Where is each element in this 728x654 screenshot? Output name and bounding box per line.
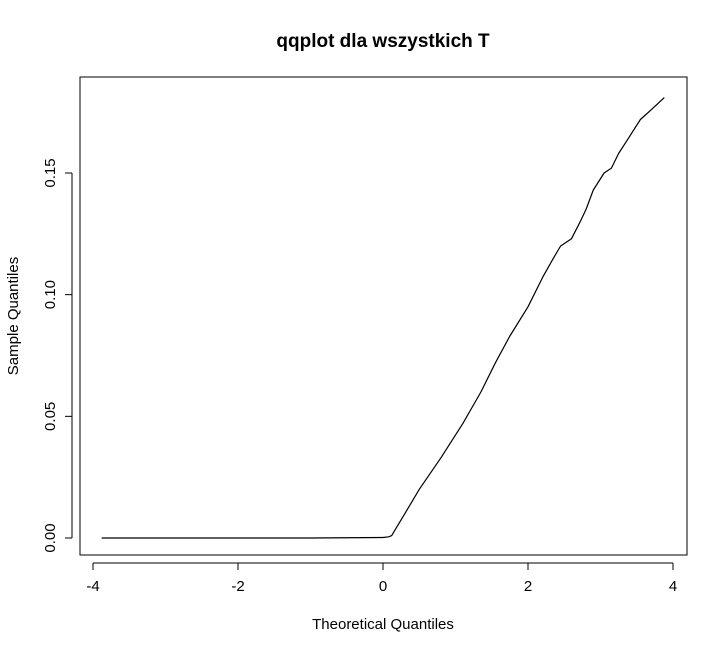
- y-tick-label: 0.00: [42, 523, 59, 552]
- y-tick-label: 0.10: [42, 280, 59, 309]
- plot-frame: [79, 76, 688, 556]
- x-axis-label: Theoretical Quantiles: [312, 616, 454, 633]
- y-axis-label: Sample Quantiles: [5, 257, 22, 375]
- x-tick-label: 2: [524, 578, 532, 595]
- y-tick-label: 0.05: [42, 402, 59, 431]
- x-tick-label: -4: [86, 578, 99, 595]
- y-tick-label: 0.15: [42, 158, 59, 187]
- x-axis: -4 -2 0 2 4: [86, 562, 677, 595]
- y-axis: 0.00 0.05 0.10 0.15: [42, 158, 73, 553]
- chart-title: qqplot dla wszystkich T: [276, 31, 490, 52]
- qq-series-line: [101, 97, 665, 539]
- x-tick-label: 0: [379, 578, 387, 595]
- x-tick-label: -2: [231, 578, 244, 595]
- x-tick-label: 4: [669, 578, 677, 595]
